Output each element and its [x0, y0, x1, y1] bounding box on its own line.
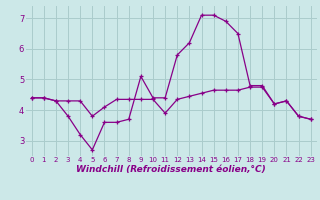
- X-axis label: Windchill (Refroidissement éolien,°C): Windchill (Refroidissement éolien,°C): [76, 165, 266, 174]
